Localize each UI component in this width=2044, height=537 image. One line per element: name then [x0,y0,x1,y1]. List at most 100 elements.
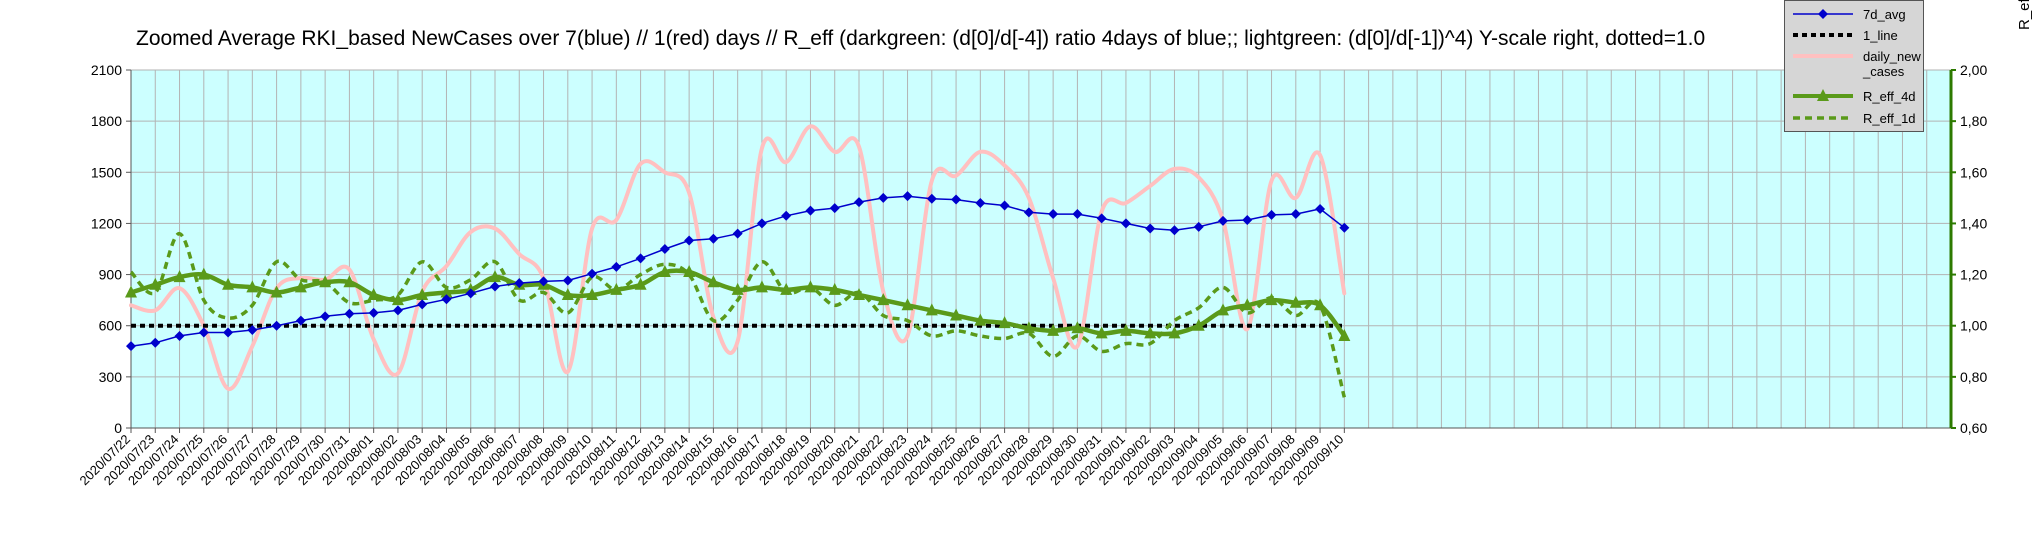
data-point [659,244,670,254]
data-point [1168,326,1181,339]
data-point [925,303,938,316]
axes [126,69,1956,433]
right-tick-label: 1,40 [1960,215,1987,231]
data-point [975,197,986,208]
data-point [1145,223,1156,234]
data-point [1193,221,1204,232]
data-point [1265,293,1278,306]
data-point [829,203,840,214]
data-point [974,313,987,326]
data-point [877,293,890,306]
left-tick-label: 900 [99,267,123,283]
data-point [1217,303,1229,316]
legend-symbol [1793,9,1853,19]
data-point [149,277,162,290]
data-point [828,282,841,295]
data-point [731,282,744,295]
right-tick-label: 0,80 [1960,369,1987,385]
legend-label: 1_line [1863,28,1898,43]
data-point [999,200,1010,211]
data-point [367,288,380,301]
data-point [901,298,914,311]
data-point [246,280,259,293]
right-tick-label: 2,00 [1960,62,1987,78]
series-line [129,124,1347,391]
data-point [587,268,598,279]
right-tick-label: 1,20 [1960,267,1987,283]
data-point [804,280,817,293]
data-point [756,218,767,229]
data-point [416,288,429,301]
data-point [755,280,768,293]
data-point [441,294,452,305]
right-tick-label: 0,60 [1960,420,1987,436]
left-tick-label: 1500 [91,164,122,180]
data-point [684,235,695,246]
chart-title: Zoomed Average RKI_based NewCases over 7… [136,27,1706,50]
data-point [198,327,209,338]
left-tick-label: 1200 [91,215,122,231]
data-point [683,265,696,278]
data-point [150,337,161,348]
data-point [853,288,865,301]
data-point [392,305,403,316]
data-point [1192,318,1205,331]
data-point [490,281,500,292]
data-point [951,194,962,205]
data-point [1120,218,1131,229]
data-point [586,288,599,301]
data-point [1242,215,1253,226]
left-tick-label: 300 [99,369,123,385]
data-point [561,288,574,301]
legend-label: 7d_avg [1863,7,1906,22]
left-tick-label: 0 [114,420,122,436]
data-point [1048,209,1059,220]
data-point [440,285,453,298]
data-point [319,275,332,288]
data-point [368,307,379,318]
data-point [1290,209,1301,220]
data-point [465,288,476,299]
left-tick-label: 1800 [91,113,122,129]
data-point [998,316,1011,329]
data-point [538,276,549,287]
data-point [781,210,792,221]
legend-symbol [1793,33,1853,37]
data-point [1072,209,1083,220]
data-point [878,192,889,203]
data-point [1023,207,1034,218]
data-point [1022,321,1035,334]
legend-label: daily_new _cases [1863,49,1921,79]
data-point [174,330,185,341]
right-tick-label: 1,60 [1960,164,1987,180]
data-point [270,285,283,298]
right-tick-label: 1,80 [1960,113,1987,129]
data-point [343,275,356,288]
data-point [295,315,306,326]
data-point [514,278,525,289]
data-point [197,267,210,280]
data-point [1071,321,1084,334]
data-point [1266,209,1277,220]
data-point [634,277,647,290]
data-point [1169,225,1180,236]
legend-label: R_eff_4d [1863,89,1916,104]
data-point [707,275,720,288]
data-point [1096,213,1107,224]
series-layer [125,124,1351,398]
data-point [1241,298,1254,311]
data-point [732,228,743,239]
legend-symbol [1793,116,1853,120]
data-point [926,193,937,204]
series-daily-new-cases [129,124,1347,391]
data-point [780,282,793,295]
legend-marker [1817,89,1829,101]
data-point [610,282,623,295]
data-point [126,341,136,352]
left-tick-label: 600 [99,318,123,334]
data-point [1338,328,1351,341]
legend-label: R_eff_1d [1863,111,1916,126]
data-point [223,327,234,338]
data-point [294,280,307,293]
